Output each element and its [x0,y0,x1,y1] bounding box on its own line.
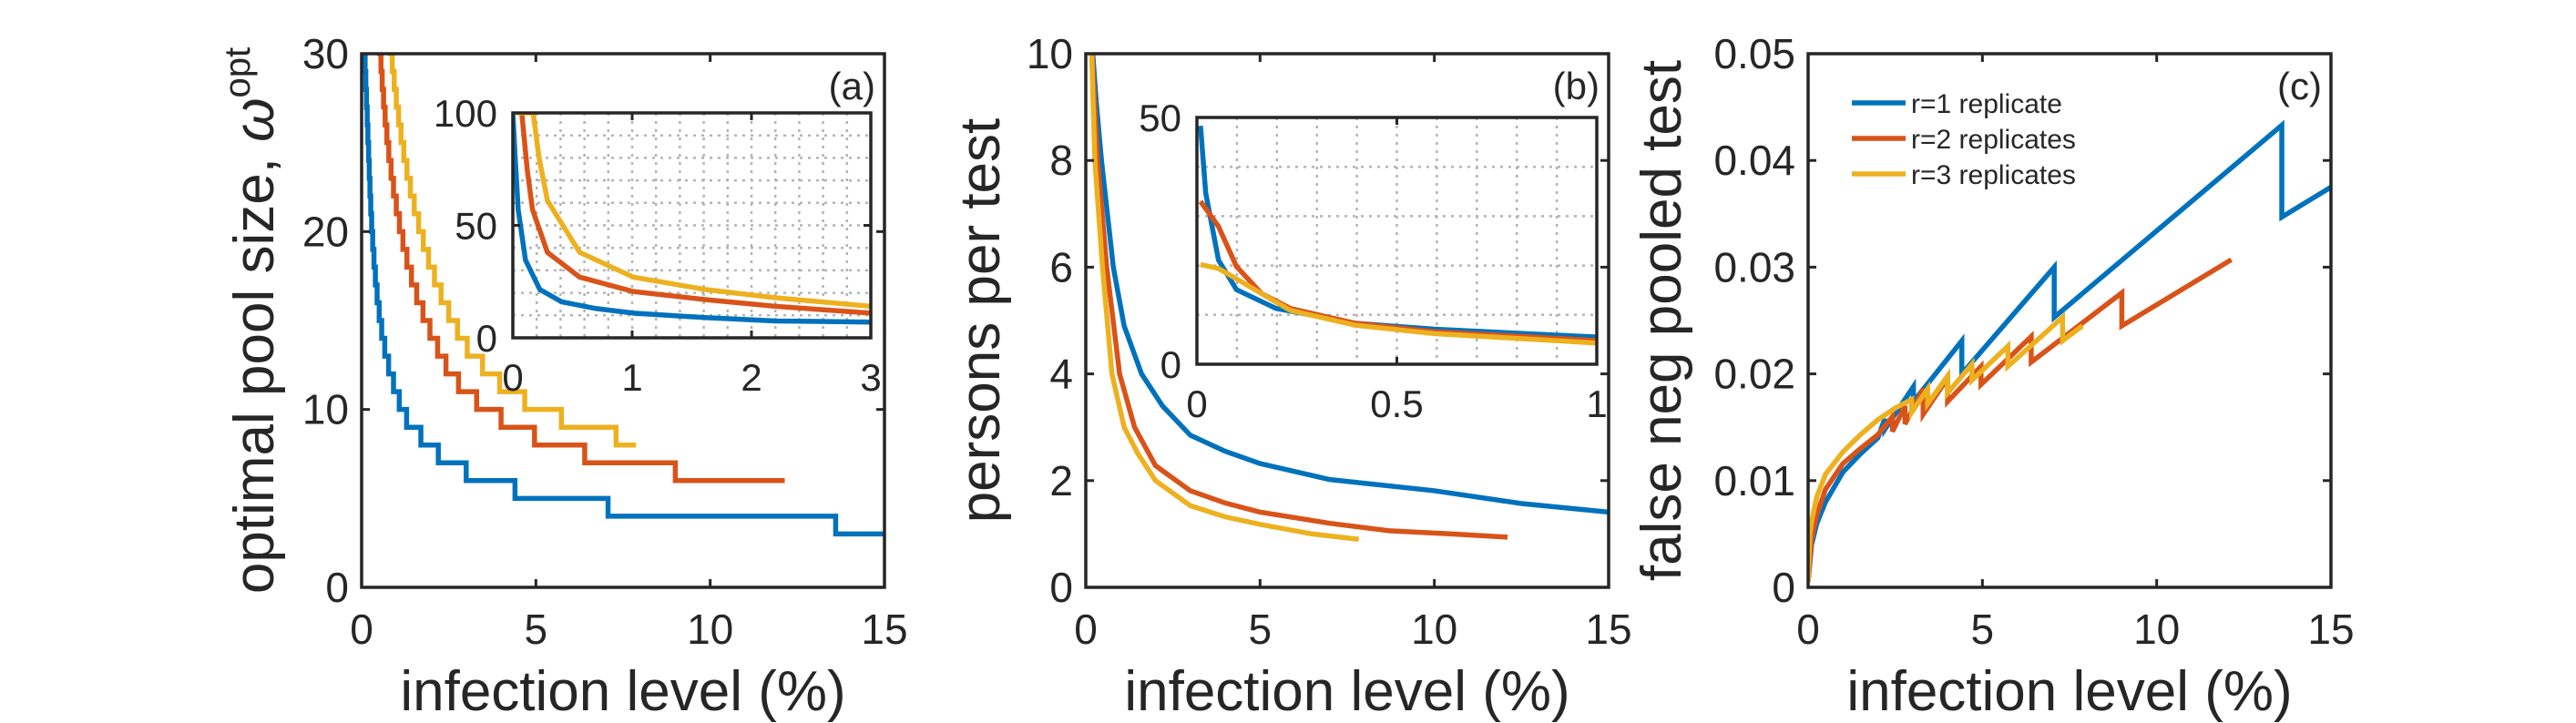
x-axis-label: infection level (%) [1846,660,2292,723]
inset-x-tick-label: 1 [1586,382,1607,425]
x-tick-label: 5 [525,606,548,653]
series-line-r1 [1089,54,1609,515]
y-axis-label-text: optimal pool size, [223,142,286,594]
y-tick-label: 8 [1049,137,1073,184]
inset-x-tick-label: 0 [502,356,523,399]
series-line-r3 [1089,54,1359,542]
y-axis-label-text: false neg pooled test [1630,60,1693,581]
legend-label: r=2 replicates [1911,125,2076,155]
y-tick-label: 0 [325,564,349,611]
legend: r=1 replicate r=2 replicates r=3 replicate… [1852,89,2076,190]
y-axis-label-symbol: ω [223,98,286,142]
y-axis-label-text: persons per test [949,118,1012,524]
inset-series-group [513,113,871,325]
y-tick-label: 0 [1049,564,1073,611]
x-tick-label: 10 [687,606,733,653]
series-line-r3 [388,54,637,448]
inset-x-tick-label: 0 [1186,382,1207,425]
panel-c: 0 5 10 15 0 0.01 0.02 0.03 0.04 0.05 infection lev… [1630,30,2355,723]
x-tick-label: 15 [2307,606,2354,653]
y-axis-label: optimal pool size, ωopt [218,47,286,594]
y-tick-label: 30 [302,30,349,77]
y-axis-label: false neg pooled test [1630,60,1693,581]
legend-item: r=2 replicates [1852,125,2076,155]
inset-series-group [1198,126,1597,346]
series-group [362,54,884,537]
y-tick-label: 4 [1049,351,1073,398]
inset-y-tick-label: 50 [455,205,497,248]
x-tick-label: 10 [1411,606,1457,653]
series-line-r1 [362,54,884,537]
series-line-r2 [1089,54,1508,540]
y-tick-label: 2 [1049,457,1073,504]
inset-y-tick-label: 100 [434,92,497,135]
axes-box [1806,52,2333,589]
inset-x-tick-label: 0.5 [1370,382,1423,425]
x-tick-label: 5 [1971,606,1995,653]
inset-series-line-r3 [516,113,871,310]
legend-label: r=3 replicates [1911,160,2076,190]
x-tick-label: 15 [861,606,907,653]
x-axis-label: infection level (%) [400,660,845,723]
legend-item: r=3 replicates [1852,160,2076,190]
inset-series-line-r2 [519,113,871,316]
x-tick-label: 5 [1249,606,1273,653]
inset-x-tick-label: 1 [621,356,642,399]
y-tick-label: 0.02 [1713,351,1795,398]
inset-y-tick-label: 0 [1160,343,1181,386]
series-line-r2 [377,54,785,484]
inset-x-tick-label: 3 [860,356,881,399]
inset-y-tick-label: 0 [476,317,497,360]
y-tick-label: 0.03 [1713,243,1795,290]
axes-box [1084,52,1610,589]
x-tick-label: 0 [1796,606,1820,653]
inset-axes: 0 1 2 3 0 50 100 [434,92,882,399]
y-tick-label: 0.04 [1713,137,1795,184]
y-tick-label: 20 [302,208,349,255]
inset-x-tick-label: 2 [741,356,762,399]
legend-label: r=1 replicate [1911,89,2062,119]
legend-item: r=1 replicate [1852,89,2062,119]
x-tick-label: 15 [1585,606,1631,653]
panel-label: (a) [829,65,875,107]
y-tick-label: 0.05 [1713,30,1795,77]
y-tick-label: 6 [1049,243,1073,290]
inset-series-line-r3 [1200,261,1597,346]
panel-label: (b) [1553,65,1600,107]
axes-box [360,52,886,589]
series-line-r3 [1808,311,2084,583]
inset-axes: 0 0.5 1 0 50 [1139,97,1607,425]
x-axis-label: infection level (%) [1124,660,1569,723]
series-group [1808,119,2331,583]
panel-label: (c) [2277,65,2322,107]
series-group [1089,54,1609,542]
y-tick-label: 10 [302,386,349,433]
y-tick-label: 10 [1027,30,1073,77]
y-axis-label-superscript: opt [218,47,258,98]
x-tick-label: 0 [1074,606,1098,653]
inset-y-tick-label: 50 [1139,97,1181,139]
inset-series-line-r1 [513,113,871,325]
x-tick-label: 0 [350,606,373,653]
y-tick-label: 0.01 [1713,457,1795,504]
y-tick-label: 0 [1772,564,1795,611]
y-axis-label: persons per test [949,118,1012,524]
x-tick-label: 10 [2133,606,2180,653]
